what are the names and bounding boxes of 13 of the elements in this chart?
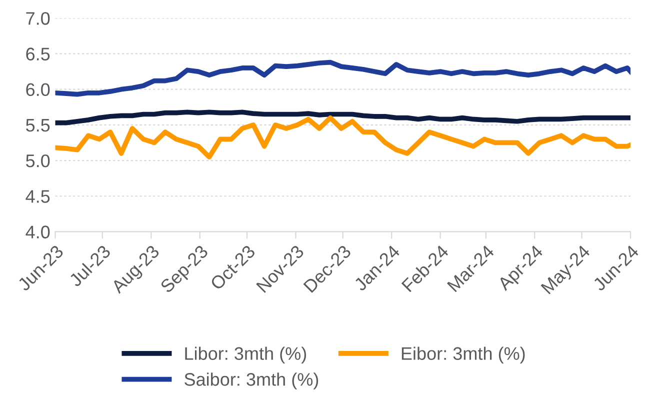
legend-label: Libor: 3mth (%) <box>185 346 306 364</box>
legend-label: Eibor: 3mth (%) <box>402 346 525 364</box>
y-tick-label: 6.5 <box>26 48 50 60</box>
y-tick-label: 6.0 <box>26 83 50 96</box>
y-tick-label: 4.0 <box>26 226 50 238</box>
y-tick-label: 7.0 <box>26 12 50 25</box>
line-series <box>55 60 630 97</box>
legend-label: Saibor: 3mth (%) <box>184 372 318 390</box>
line-series <box>55 115 630 160</box>
y-tick-label: 5.5 <box>26 119 50 132</box>
y-tick-label: 4.5 <box>26 190 50 203</box>
y-tick-label: 5.0 <box>26 154 50 168</box>
line-series <box>55 110 630 126</box>
